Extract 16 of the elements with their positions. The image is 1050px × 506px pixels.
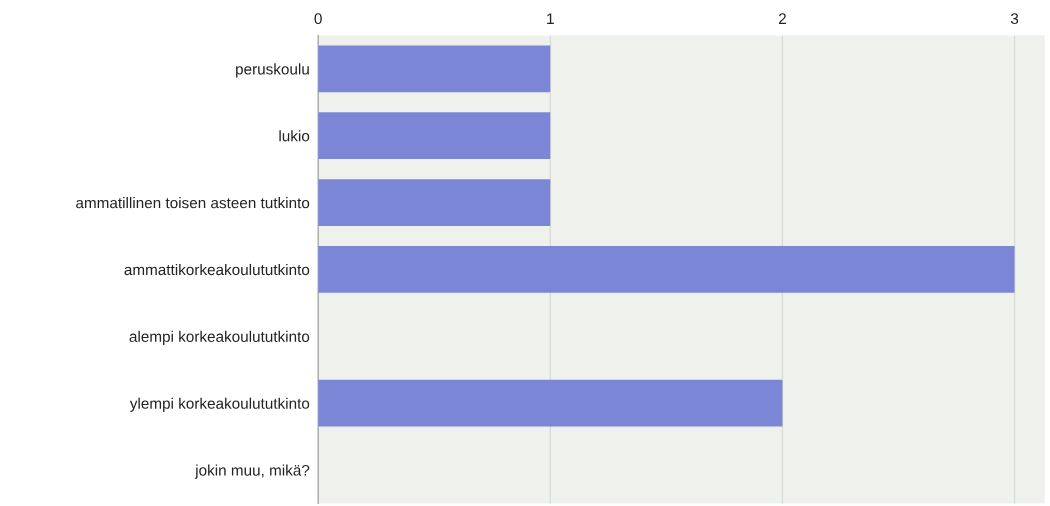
y-tick-label: lukio bbox=[279, 130, 310, 142]
bar bbox=[318, 112, 551, 160]
y-tick-label: ylempi korkeakoulututkinto bbox=[129, 397, 310, 412]
x-tick-label: 0 bbox=[314, 13, 322, 25]
x-tick-label: 1 bbox=[547, 13, 554, 24]
y-tick-label: ammattikorkeakoulututkinto bbox=[124, 263, 310, 276]
bar bbox=[318, 45, 551, 93]
bar bbox=[318, 379, 783, 427]
y-tick-label: peruskoulu bbox=[236, 63, 309, 78]
y-tick-label: ammatillinen toisen asteen tutkinto bbox=[76, 197, 310, 209]
y-tick-label: jokin muu, mikä? bbox=[194, 464, 310, 479]
x-tick-label: 2 bbox=[778, 13, 786, 24]
x-tick-label: 3 bbox=[1010, 13, 1019, 25]
bar bbox=[318, 179, 551, 226]
y-tick-label: alempi korkeakoulututkinto bbox=[129, 330, 310, 346]
bar bbox=[318, 246, 1015, 293]
